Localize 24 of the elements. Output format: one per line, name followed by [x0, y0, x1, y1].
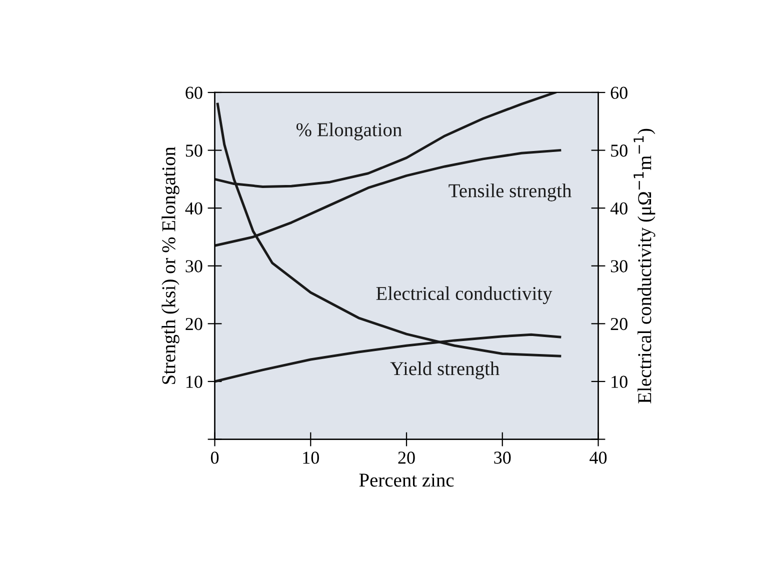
x-tick-label: 40: [590, 452, 607, 464]
y2-tick-label: 10: [612, 376, 628, 388]
series-label: Tensile strength: [448, 184, 572, 202]
x-tick-label: 0: [210, 452, 219, 464]
y-axis-title: Strength (ksi) or % Elongation: [162, 146, 180, 384]
y-tick-label: 10: [186, 376, 202, 388]
y2-tick-label: 30: [610, 260, 628, 272]
y-tick-label: 40: [185, 202, 202, 215]
y-tick-label: 60: [186, 86, 202, 99]
y-tick-label: 30: [186, 260, 202, 272]
x-tick-label: 30: [494, 452, 511, 464]
y2-tick-label: 40: [610, 202, 628, 215]
x-tick-label: 10: [303, 452, 319, 464]
series-label: Electrical conductivity: [376, 286, 552, 304]
series-label: % Elongation: [296, 122, 402, 140]
x-axis-title: Percent zinc: [359, 474, 454, 487]
series-label: Yield strength: [390, 362, 500, 380]
y2-tick-label: 20: [610, 318, 628, 330]
y2-axis-title: Electrical conductivity (μΩ$^{−1}$m$^{−1}$): [634, 128, 656, 404]
y2-tick-label: 50: [611, 144, 628, 157]
y2-tick-label: 60: [610, 86, 628, 99]
x-tick-label: 20: [398, 452, 415, 464]
y-tick-label: 20: [186, 318, 202, 330]
y-tick-label: 50: [186, 144, 202, 157]
